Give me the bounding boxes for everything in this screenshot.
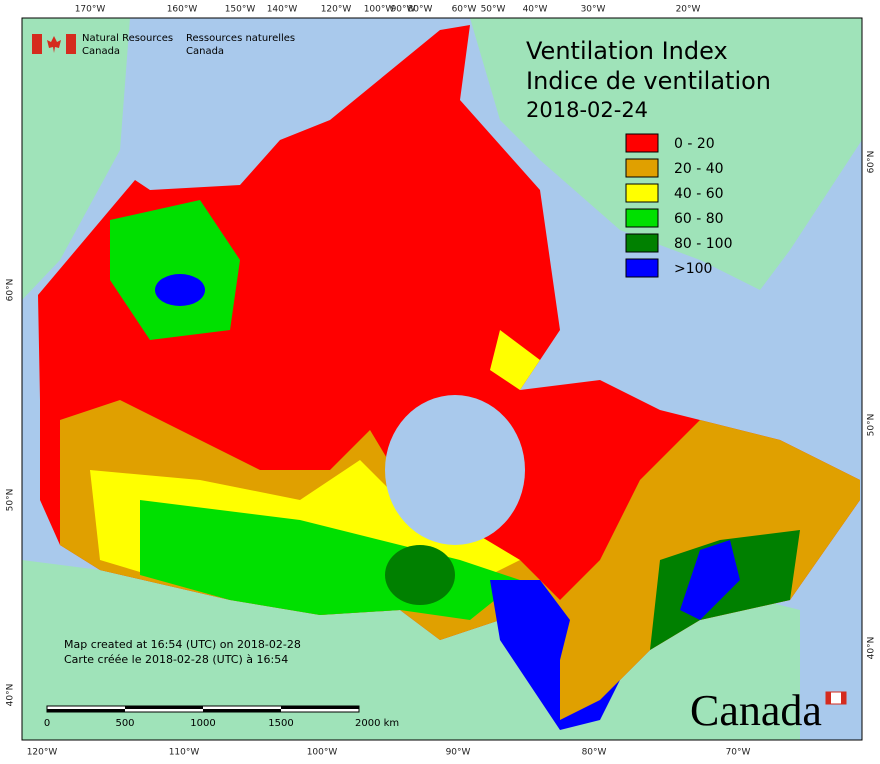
wordmark-flag xyxy=(826,692,831,704)
footnote: Map created at 16:54 (UTC) on 2018-02-28 xyxy=(64,638,301,651)
scale-bar-segment xyxy=(47,709,125,712)
alaska xyxy=(22,18,130,300)
longitude-label: 30°W xyxy=(581,5,606,15)
map-border xyxy=(21,17,863,741)
longitude-label: 80°W xyxy=(582,748,607,758)
legend-swatch xyxy=(625,183,659,203)
scale-label: 500 xyxy=(115,718,134,729)
legend-label: >100 xyxy=(674,261,712,277)
scale-bar-segment xyxy=(281,706,359,709)
right-margin xyxy=(863,0,880,760)
longitude-label: 100°W xyxy=(364,5,395,15)
greenland xyxy=(470,18,862,290)
longitude-label: 170°W xyxy=(75,5,106,15)
longitude-label: 110°W xyxy=(169,748,200,758)
scale-bar-segment xyxy=(203,709,281,712)
latitude-label: 50°N xyxy=(867,414,877,437)
scale-label: 0 xyxy=(44,718,50,729)
longitude-label: 160°W xyxy=(167,5,198,15)
latitude-label: 50°N xyxy=(6,489,16,512)
bottom-margin xyxy=(0,741,880,760)
maple-leaf xyxy=(47,36,61,53)
wordmark: Canada xyxy=(690,686,822,735)
legend-swatch xyxy=(625,258,659,278)
longitude-label: 80°W xyxy=(408,5,433,15)
top-margin xyxy=(0,0,880,18)
wordmark-flag xyxy=(841,692,846,704)
canada-zone-blue xyxy=(490,580,620,730)
longitude-label: 20°W xyxy=(676,5,701,15)
legend-swatch xyxy=(625,208,659,228)
canada-zone-blue xyxy=(680,540,740,620)
longitude-label: 90°W xyxy=(446,748,471,758)
longitude-label: 120°W xyxy=(27,748,58,758)
latitude-label: 40°N xyxy=(6,684,16,707)
longitude-label: 100°W xyxy=(307,748,338,758)
longitude-label: 120°W xyxy=(321,5,352,15)
legend-label: 0 - 20 xyxy=(674,136,715,152)
canada-zone-yellow xyxy=(490,330,540,390)
longitude-label: 70°W xyxy=(726,748,751,758)
logo xyxy=(32,34,76,54)
legend-swatch xyxy=(625,133,659,153)
scale-labels: 0 500 1000 1500 2000 km xyxy=(44,718,399,729)
title: Indice de ventilation xyxy=(526,67,771,95)
legend-swatch xyxy=(625,233,659,253)
org-fr: Ressources naturelles xyxy=(186,33,295,44)
footnote: Carte créée le 2018-02-28 (UTC) à 16:54 xyxy=(64,653,288,666)
hudson-bay xyxy=(385,395,525,545)
org-en: Natural Resources xyxy=(82,33,173,44)
legend-label: 20 - 40 xyxy=(674,161,724,177)
graticule-labels: 170°W 160°W 150°W 140°W 120°W 100°W90°W80°W 60… xyxy=(6,5,877,758)
canada-zone-green xyxy=(110,200,240,340)
org-fr: Canada xyxy=(186,46,224,57)
longitude-label: 140°W xyxy=(267,5,298,15)
latitude-label: 60°N xyxy=(867,151,877,174)
longitude-label: 150°W xyxy=(225,5,256,15)
flag-bar xyxy=(32,34,42,54)
legend: 0 - 20 20 - 40 40 - 60 60 - 80 80 - 100 >100 xyxy=(625,133,733,278)
left-margin xyxy=(0,0,22,760)
legend-swatch xyxy=(625,158,659,178)
scale-label: 1000 xyxy=(190,718,215,729)
legend-label: 40 - 60 xyxy=(674,186,724,202)
scale-bar-segment xyxy=(125,706,203,709)
map-frame xyxy=(21,17,863,741)
flag-bar xyxy=(66,34,76,54)
longitude-label: 90°W xyxy=(391,5,416,15)
canada-zone-darkgreen xyxy=(385,545,455,605)
longitude-label: 40°W xyxy=(523,5,548,15)
title: Ventilation Index xyxy=(526,37,728,65)
latitude-label: 40°N xyxy=(867,637,877,660)
latitude-label: 60°N xyxy=(6,279,16,302)
title-date: 2018-02-24 xyxy=(526,98,648,122)
legend-label: 60 - 80 xyxy=(674,211,724,227)
scale-label: 1500 xyxy=(268,718,293,729)
scale-bar xyxy=(46,705,360,713)
legend-label: 80 - 100 xyxy=(674,236,733,252)
longitude-label: 60°W xyxy=(452,5,477,15)
longitude-label: 50°W xyxy=(481,5,506,15)
scale-label: 2000 km xyxy=(355,718,399,729)
canada-zone-blue xyxy=(155,274,205,306)
org-en: Canada xyxy=(82,46,120,57)
